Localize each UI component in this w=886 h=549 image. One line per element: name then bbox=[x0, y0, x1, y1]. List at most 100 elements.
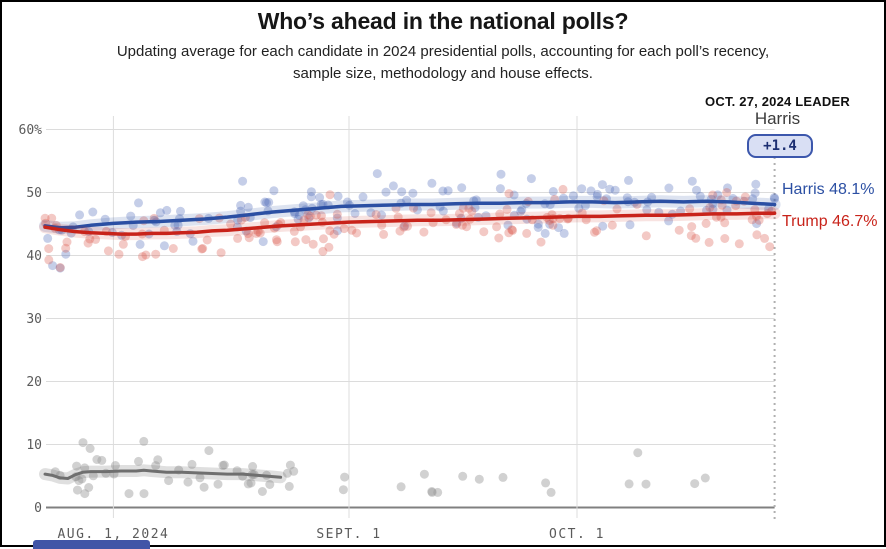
poll-dot bbox=[577, 184, 587, 194]
poll-dot bbox=[700, 473, 710, 483]
poll-dot bbox=[243, 202, 253, 212]
poll-dot bbox=[752, 219, 762, 229]
poll-dot bbox=[139, 489, 149, 499]
poll-dot bbox=[62, 237, 72, 247]
poll-dot bbox=[97, 455, 107, 465]
poll-dot bbox=[173, 220, 183, 230]
poll-dot bbox=[301, 235, 311, 245]
poll-dot bbox=[498, 472, 508, 482]
poll-dot bbox=[517, 205, 527, 215]
poll-dot bbox=[218, 460, 228, 470]
poll-dot bbox=[548, 220, 558, 230]
poll-dot bbox=[44, 244, 54, 254]
poll-dot bbox=[72, 461, 82, 471]
y-axis-tick-label: 10 bbox=[26, 438, 42, 453]
poll-dot bbox=[315, 193, 325, 202]
poll-dot bbox=[633, 448, 643, 458]
poll-dot bbox=[687, 222, 697, 232]
poll-dot bbox=[43, 233, 53, 243]
poll-dot bbox=[213, 479, 223, 489]
poll-dot bbox=[77, 474, 87, 484]
poll-dot bbox=[455, 209, 464, 219]
poll-dot bbox=[704, 237, 714, 247]
poll-dot bbox=[293, 214, 303, 224]
poll-dot bbox=[438, 206, 448, 216]
poll-dot bbox=[290, 237, 300, 247]
poll-dot bbox=[503, 220, 513, 230]
poll-dot bbox=[495, 184, 505, 194]
poll-dot bbox=[559, 228, 569, 238]
poll-dot bbox=[641, 479, 651, 489]
poll-dot bbox=[372, 169, 382, 179]
poll-dot bbox=[764, 204, 774, 214]
poll-dot bbox=[347, 225, 357, 235]
poll-dot bbox=[605, 184, 615, 194]
poll-dot bbox=[536, 237, 546, 247]
poll-dot bbox=[236, 200, 246, 210]
poll-dot bbox=[664, 183, 674, 193]
poll-dot bbox=[151, 461, 161, 471]
poll-dot bbox=[269, 186, 279, 196]
poll-dot bbox=[304, 213, 314, 223]
poll-dot bbox=[226, 219, 236, 229]
poll-dot bbox=[188, 236, 198, 246]
poll-dot bbox=[722, 188, 732, 197]
poll-dot bbox=[110, 461, 120, 470]
poll-dot bbox=[103, 246, 113, 256]
poll-dot bbox=[427, 487, 437, 497]
poll-dot bbox=[134, 198, 143, 208]
poll-dot bbox=[624, 175, 633, 185]
poll-dot bbox=[255, 228, 265, 238]
poll-dot bbox=[765, 242, 775, 252]
poll-dot bbox=[243, 479, 253, 489]
poll-dot bbox=[85, 444, 95, 453]
poll-dot bbox=[419, 227, 429, 237]
poll-dot bbox=[244, 233, 254, 243]
poll-dot bbox=[257, 487, 267, 496]
poll-dot bbox=[748, 194, 758, 204]
poll-dot bbox=[607, 220, 617, 230]
poll-dot bbox=[238, 176, 248, 186]
poll-dot bbox=[61, 249, 71, 259]
poll-dot bbox=[540, 228, 550, 238]
poll-dot bbox=[508, 225, 518, 235]
harris-end-label: Harris 48.1% bbox=[782, 181, 875, 198]
poll-dot bbox=[162, 205, 172, 215]
poll-dot bbox=[622, 193, 632, 203]
poll-dot bbox=[73, 485, 82, 495]
poll-dot bbox=[502, 204, 512, 214]
poll-dot bbox=[427, 487, 437, 496]
poll-dot bbox=[574, 203, 584, 213]
leader-margin-badge: +1.4 bbox=[747, 134, 813, 158]
poll-dot bbox=[558, 184, 568, 194]
poll-dot bbox=[151, 249, 161, 259]
kennedy-average-line bbox=[43, 468, 283, 480]
poll-dot bbox=[197, 244, 207, 254]
bottom-left-partial-banner[interactable] bbox=[33, 540, 150, 549]
chart-subtitle-line1: Updating average for each candidate in 2… bbox=[116, 43, 770, 60]
poll-dot bbox=[47, 213, 57, 223]
trump-average-line bbox=[43, 211, 777, 236]
y-axis-tick-label: 20 bbox=[26, 375, 42, 390]
poll-dot bbox=[686, 231, 696, 241]
x-axis-tick-label: OCT. 1 bbox=[549, 527, 605, 542]
poll-dot bbox=[80, 489, 90, 499]
poll-dot bbox=[262, 198, 271, 208]
poll-dot bbox=[541, 478, 551, 488]
poll-dot bbox=[332, 209, 342, 219]
poll-dot bbox=[299, 215, 309, 225]
poll-dot bbox=[92, 455, 102, 464]
poll-dot bbox=[141, 250, 151, 260]
poll-dot bbox=[202, 235, 212, 245]
poll-dot bbox=[340, 472, 350, 482]
poll-dot bbox=[306, 192, 316, 202]
poll-dot bbox=[236, 215, 246, 225]
poll-dot bbox=[397, 187, 407, 197]
poll-dot bbox=[311, 210, 321, 220]
poll-dot bbox=[433, 487, 443, 497]
poll-dot bbox=[377, 210, 386, 220]
poll-dot bbox=[474, 474, 484, 484]
poll-dot bbox=[720, 218, 730, 228]
poll-dot bbox=[769, 193, 779, 203]
poll-dot bbox=[138, 252, 147, 262]
